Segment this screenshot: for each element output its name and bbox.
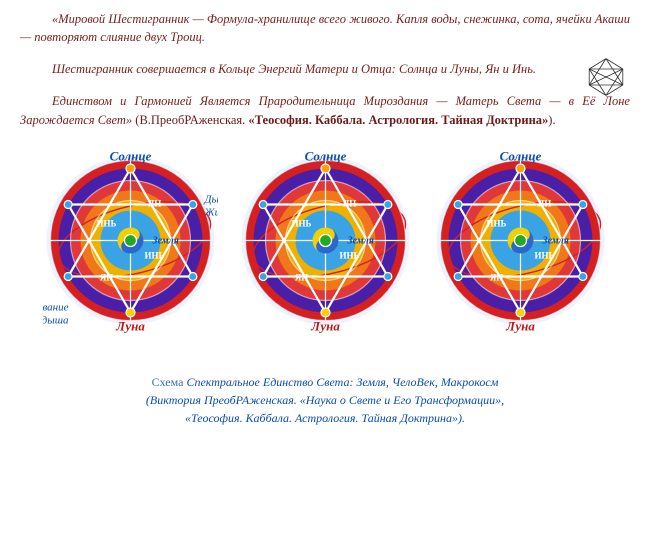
- svg-text:Зародыша: Зародыша: [43, 314, 69, 326]
- svg-text:Солнце: Солнце: [499, 148, 541, 163]
- caption-line-2: (Виктория ПреобРАженская. «Наука о Свете…: [146, 393, 504, 407]
- svg-text:Жизни: Жизни: [203, 206, 218, 218]
- svg-text:Луна: Луна: [310, 318, 340, 333]
- paragraph-2-text: Шестигранник совершается в Кольце Энерги…: [52, 62, 536, 76]
- caption-lead: Схема: [152, 375, 184, 389]
- svg-text:Дыхание: Дыхание: [203, 193, 218, 205]
- svg-text:ИНЬ: ИНЬ: [144, 250, 164, 260]
- svg-text:Солнце: Солнце: [109, 148, 151, 163]
- svg-text:Луна: Луна: [115, 318, 145, 333]
- svg-text:Солнце: Солнце: [304, 148, 346, 163]
- svg-text:Формирование: Формирование: [43, 301, 69, 313]
- diagram-row: ЯН ИНЬ ИНЬ ЯН Земля Солнце Луна ДыханиеЖизни Фор…: [20, 147, 630, 363]
- paragraph-3-end: ).: [548, 113, 555, 127]
- svg-text:Земля: Земля: [346, 235, 373, 246]
- svg-text:ЯН: ЯН: [99, 272, 113, 282]
- caption-title: Спектральное Единство Света: Земля, Чело…: [183, 375, 498, 389]
- hexagram-diagram-3: ЯН ИНЬ ИНЬ ЯН Земля Солнце Луна: [433, 147, 608, 363]
- svg-text:ИНЬ: ИНЬ: [339, 250, 359, 260]
- paragraph-3: Единством и Гармонией Является Прародите…: [20, 92, 630, 128]
- svg-text:ЯН: ЯН: [342, 198, 356, 208]
- svg-text:ИНЬ: ИНЬ: [291, 218, 311, 228]
- caption-line-3: «Теософия. Каббала. Астрология. Тайная Д…: [185, 411, 465, 425]
- svg-text:ЯН: ЯН: [294, 272, 308, 282]
- paragraph-2: Шестигранник совершается в Кольце Энерги…: [20, 60, 630, 78]
- svg-text:Луна: Луна: [505, 318, 535, 333]
- hexagram-diagram-2: ЯН ИНЬ ИНЬ ЯН Земля Солнце Луна: [238, 147, 413, 363]
- paragraph-3-plain: (В.ПреобРАженская.: [132, 113, 248, 127]
- icosahedron-icon: [554, 57, 626, 102]
- paragraph-1: «Мировой Шестигранник — Формула-хранилищ…: [20, 10, 630, 46]
- svg-text:ЯН: ЯН: [489, 272, 503, 282]
- svg-text:Земля: Земля: [541, 235, 568, 246]
- svg-text:ЯН: ЯН: [537, 198, 551, 208]
- svg-text:ИНЬ: ИНЬ: [486, 218, 506, 228]
- svg-text:ИНЬ: ИНЬ: [96, 218, 116, 228]
- document-page: «Мировой Шестигранник — Формула-хранилищ…: [0, 0, 650, 442]
- svg-text:ИНЬ: ИНЬ: [534, 250, 554, 260]
- paragraph-3-bold: «Теософия. Каббала. Астрология. Тайная Д…: [248, 113, 548, 127]
- figure-caption: Схема Спектральное Единство Света: Земля…: [38, 373, 612, 427]
- svg-text:Земля: Земля: [151, 235, 178, 246]
- hexagram-diagram-1: ЯН ИНЬ ИНЬ ЯН Земля Солнце Луна ДыханиеЖизни Фор…: [43, 147, 218, 363]
- svg-text:ЯН: ЯН: [147, 198, 161, 208]
